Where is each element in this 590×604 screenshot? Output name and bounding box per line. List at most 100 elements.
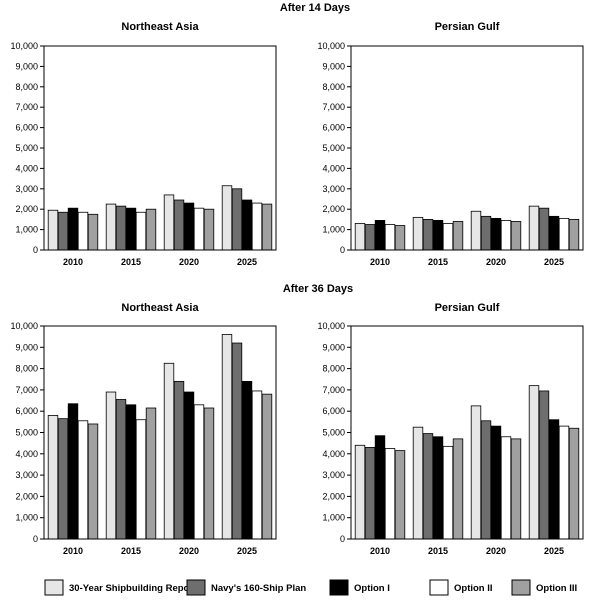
plot-frame [350,325,584,540]
y-tick-label: 2,000 [322,491,345,501]
x-tick-label: 2015 [428,257,448,267]
panel-title: Persian Gulf [435,302,500,314]
bar [105,203,117,251]
bar [115,399,127,540]
bar [510,438,522,540]
bar [548,419,560,540]
bar [538,390,550,540]
y-tick-label: 0 [340,534,345,544]
y-tick-label: 1,000 [322,513,345,523]
x-tick-label: 2020 [179,546,199,556]
bar [374,435,386,540]
bar [261,393,273,540]
bar [558,217,570,251]
bar [241,380,253,540]
bar [500,436,512,540]
legend-label: Option II [454,583,493,594]
y-tick-label: 3,000 [15,184,38,194]
legend-label: Navy's 160-Ship Plan [211,583,306,594]
y-tick-label: 7,000 [322,385,345,395]
y-tick-label: 0 [33,534,38,544]
bar [67,403,79,540]
y-tick-label: 7,000 [322,102,345,112]
bar [221,334,233,540]
bar [87,213,99,251]
bar [125,404,137,540]
bar [412,426,424,540]
bar [538,207,550,251]
bar [67,207,79,251]
bar [125,207,137,251]
y-tick-label: 2,000 [15,204,38,214]
y-tick-label: 5,000 [322,143,345,153]
y-tick-label: 8,000 [15,364,38,374]
y-tick-label: 10,000 [317,321,345,331]
x-tick-label: 2025 [237,546,257,556]
legend-item: Navy's 160-Ship Plan [186,579,306,596]
y-tick-label: 3,000 [15,470,38,480]
y-tick-label: 0 [33,245,38,255]
bar [384,448,396,540]
bar [135,211,147,251]
bar [568,427,580,540]
bar [500,220,512,251]
x-tick-label: 2015 [428,546,448,556]
bar [231,188,243,251]
bar [47,209,59,251]
x-tick-label: 2020 [486,257,506,267]
bar [145,407,157,540]
y-tick-label: 8,000 [322,82,345,92]
x-tick-label: 2010 [370,546,390,556]
bar [490,425,502,540]
chart-panel-3: Persian Gulf 0 1,000 2,000 3,000 4,000 5,000 6,… [317,302,584,556]
chart-panels: Northeast Asia 0 1,000 2,000 3,000 4,000 5,000… [10,21,584,556]
bar [568,218,580,251]
bar [432,436,444,540]
y-tick-label: 6,000 [15,406,38,416]
bar [221,185,233,251]
bar [558,425,570,540]
legend-label: Option III [536,583,577,594]
bar [480,215,492,251]
legend-swatch [429,579,449,596]
bar [203,208,215,251]
y-tick-label: 5,000 [322,428,345,438]
y-tick-label: 6,000 [322,123,345,133]
bar [364,447,376,540]
y-tick-label: 1,000 [15,225,38,235]
bar [442,445,454,540]
bar [412,216,424,251]
bar [384,224,396,251]
bar [105,391,117,540]
legend-item: Option II [429,579,493,596]
bar [193,207,205,251]
bar [394,225,406,251]
bar [173,380,185,540]
bar [510,221,522,251]
y-tick-label: 5,000 [15,428,38,438]
y-tick-label: 9,000 [322,61,345,71]
bar [528,385,540,540]
x-tick-label: 2010 [63,546,83,556]
y-tick-label: 10,000 [10,41,38,51]
bar [452,221,464,251]
plot-frame [43,45,277,251]
bar [57,418,69,540]
legend-swatch [44,579,64,596]
legend: 30-Year Shipbuilding Report Navy's 160-Sh… [44,579,577,596]
bar [173,199,185,251]
section-title-36-days: After 36 Days [283,283,353,295]
section-title-14-days: After 14 Days [280,2,350,14]
y-tick-label: 2,000 [322,204,345,214]
x-tick-label: 2025 [237,257,257,267]
bar [261,203,273,251]
y-tick-label: 9,000 [15,61,38,71]
bar [193,404,205,540]
y-tick-label: 3,000 [322,184,345,194]
y-tick-label: 9,000 [322,342,345,352]
bar [422,218,434,251]
plot-frame [350,45,584,251]
y-tick-label: 4,000 [322,449,345,459]
legend-label: 30-Year Shipbuilding Report [69,583,197,594]
legend-item: 30-Year Shipbuilding Report [44,579,197,596]
